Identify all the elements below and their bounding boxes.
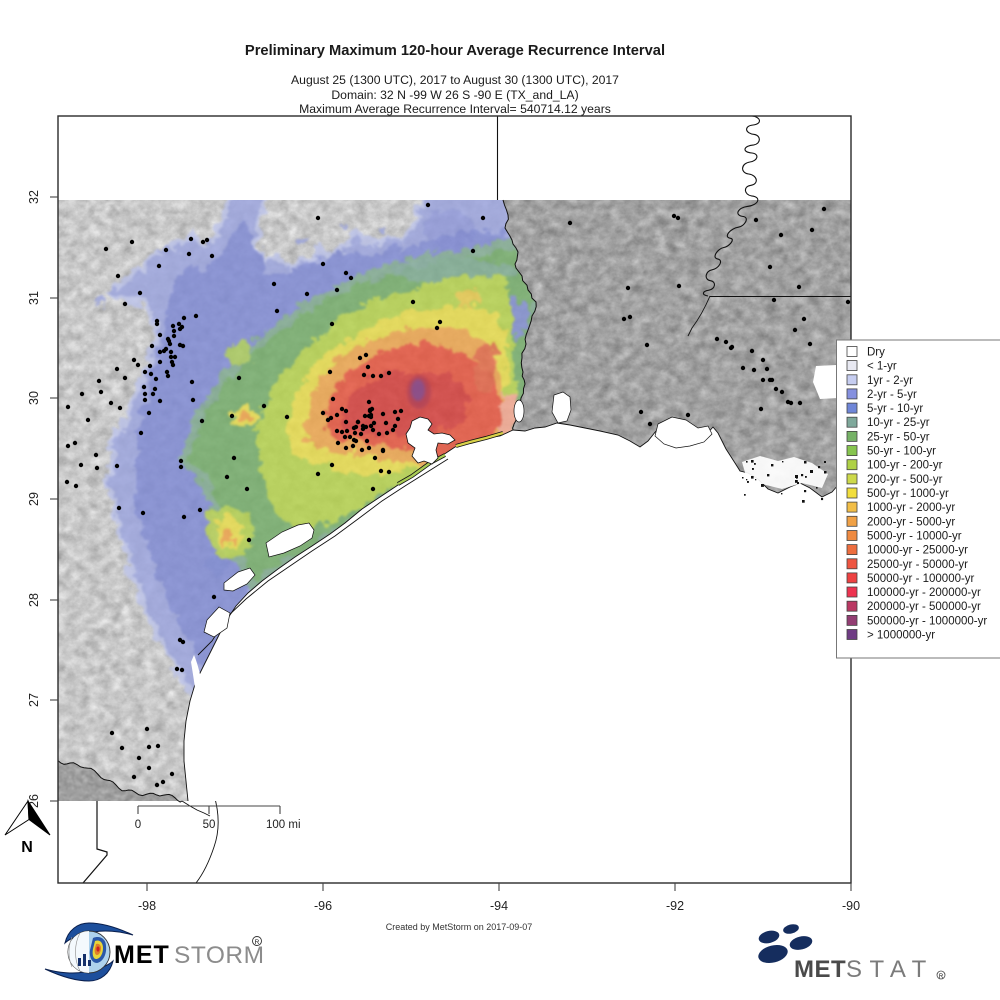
svg-text:N: N bbox=[21, 839, 33, 856]
svg-text:> 1000000-yr: > 1000000-yr bbox=[867, 630, 935, 642]
svg-text:1yr - 2-yr: 1yr - 2-yr bbox=[867, 375, 913, 387]
svg-text:Dry: Dry bbox=[867, 347, 885, 359]
svg-text:0: 0 bbox=[135, 819, 141, 831]
svg-text:< 1-yr: < 1-yr bbox=[867, 361, 897, 373]
svg-text:32: 32 bbox=[27, 190, 41, 204]
svg-text:31: 31 bbox=[27, 291, 41, 305]
svg-text:MET: MET bbox=[794, 956, 846, 983]
svg-text:5-yr - 10-yr: 5-yr - 10-yr bbox=[867, 403, 923, 415]
svg-text:R: R bbox=[255, 939, 260, 946]
svg-text:29: 29 bbox=[27, 492, 41, 506]
svg-text:500000-yr - 1000000-yr: 500000-yr - 1000000-yr bbox=[867, 615, 987, 627]
svg-text:25-yr - 50-yr: 25-yr - 50-yr bbox=[867, 431, 930, 443]
svg-text:1000-yr - 2000-yr: 1000-yr - 2000-yr bbox=[867, 502, 955, 514]
svg-text:Domain: 32 N -99 W 26 S -90 E: Domain: 32 N -99 W 26 S -90 E (TX_and_LA… bbox=[331, 88, 578, 102]
svg-text:100000-yr - 200000-yr: 100000-yr - 200000-yr bbox=[867, 587, 981, 599]
svg-text:27: 27 bbox=[27, 693, 41, 707]
svg-text:50-yr - 100-yr: 50-yr - 100-yr bbox=[867, 446, 936, 458]
svg-text:-98: -98 bbox=[138, 899, 156, 913]
svg-text:2-yr - 5-yr: 2-yr - 5-yr bbox=[867, 389, 917, 401]
svg-text:-90: -90 bbox=[842, 899, 860, 913]
svg-text:500-yr - 1000-yr: 500-yr - 1000-yr bbox=[867, 488, 949, 500]
svg-text:50: 50 bbox=[203, 819, 216, 831]
svg-text:-94: -94 bbox=[490, 899, 508, 913]
svg-text:2000-yr - 5000-yr: 2000-yr - 5000-yr bbox=[867, 516, 955, 528]
svg-text:-96: -96 bbox=[314, 899, 332, 913]
svg-text:MET: MET bbox=[114, 941, 170, 969]
svg-text:August 25 (1300 UTC), 2017 to: August 25 (1300 UTC), 2017 to August 30 … bbox=[291, 73, 619, 87]
svg-text:5000-yr - 10000-yr: 5000-yr - 10000-yr bbox=[867, 531, 962, 543]
svg-text:200000-yr - 500000-yr: 200000-yr - 500000-yr bbox=[867, 601, 981, 613]
svg-text:10000-yr - 25000-yr: 10000-yr - 25000-yr bbox=[867, 545, 968, 557]
svg-text:STAT: STAT bbox=[846, 956, 934, 983]
svg-text:25000-yr - 50000-yr: 25000-yr - 50000-yr bbox=[867, 559, 968, 571]
svg-text:Created by MetStorm on 2017-09: Created by MetStorm on 2017-09-07 bbox=[386, 922, 533, 932]
svg-text:100 mi: 100 mi bbox=[266, 819, 301, 831]
svg-text:STORM: STORM bbox=[174, 942, 265, 969]
svg-text:R: R bbox=[939, 974, 944, 980]
svg-text:Maximum Average Recurrence Int: Maximum Average Recurrence Interval= 540… bbox=[299, 102, 611, 116]
svg-text:100-yr - 200-yr: 100-yr - 200-yr bbox=[867, 460, 943, 472]
svg-text:-92: -92 bbox=[666, 899, 684, 913]
svg-text:50000-yr - 100000-yr: 50000-yr - 100000-yr bbox=[867, 573, 975, 585]
svg-text:200-yr - 500-yr: 200-yr - 500-yr bbox=[867, 474, 943, 486]
svg-text:28: 28 bbox=[27, 593, 41, 607]
svg-text:Preliminary Maximum 120-hour A: Preliminary Maximum 120-hour Average Rec… bbox=[245, 43, 665, 59]
svg-text:30: 30 bbox=[27, 391, 41, 405]
svg-text:10-yr - 25-yr: 10-yr - 25-yr bbox=[867, 417, 930, 429]
